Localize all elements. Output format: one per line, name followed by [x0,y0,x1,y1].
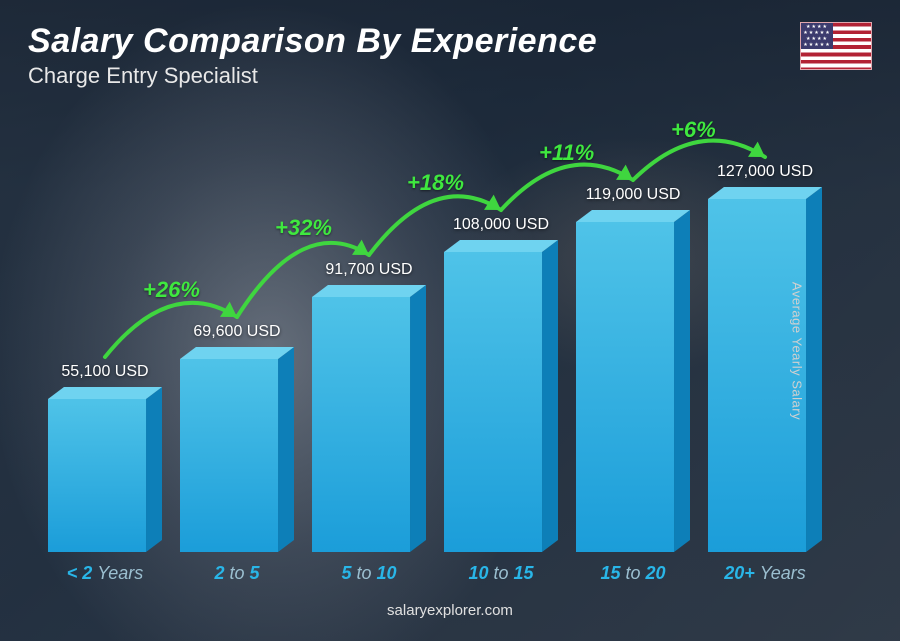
footer-credit: salaryexplorer.com [28,602,872,623]
bar [576,210,690,552]
main-container: Salary Comparison By Experience Charge E… [0,0,900,641]
bar-value-label: 69,600 USD [193,323,280,341]
bar-value-label: 55,100 USD [61,363,148,381]
bar-column: 91,700 USD [312,261,426,552]
bar-column: 69,600 USD [180,323,294,552]
increase-label: +6% [671,117,716,143]
bar [444,240,558,552]
bar [312,285,426,552]
us-flag-icon [800,22,872,70]
bar-column: 119,000 USD [576,186,690,552]
increase-label: +26% [143,277,200,303]
bar-column: 108,000 USD [444,216,558,552]
increase-label: +32% [275,215,332,241]
chart-title: Salary Comparison By Experience [28,22,597,61]
header: Salary Comparison By Experience Charge E… [28,22,872,89]
bar-value-label: 91,700 USD [325,261,412,279]
bar [180,347,294,552]
x-axis-label: 20+ Years [708,563,822,584]
bar [48,387,162,552]
increase-label: +11% [539,140,594,166]
x-axis-label: 5 to 10 [312,563,426,584]
bar-value-label: 108,000 USD [453,216,549,234]
x-axis-labels: < 2 Years 2 to 5 5 to 10 10 to 15 15 to 20 20… [28,563,842,584]
chart-area: 55,100 USD 69,600 USD 91,700 USD 108,000 US… [28,99,872,602]
x-axis-label: < 2 Years [48,563,162,584]
x-axis-label: 10 to 15 [444,563,558,584]
bar-column: 127,000 USD [708,163,822,552]
title-block: Salary Comparison By Experience Charge E… [28,22,597,89]
bars-container: 55,100 USD 69,600 USD 91,700 USD 108,000 US… [28,99,842,552]
chart-subtitle: Charge Entry Specialist [28,63,597,89]
bar [708,187,822,552]
bar-column: 55,100 USD [48,363,162,552]
y-axis-label: Average Yearly Salary [789,281,804,419]
increase-label: +18% [407,170,464,196]
x-axis-label: 2 to 5 [180,563,294,584]
x-axis-label: 15 to 20 [576,563,690,584]
bar-value-label: 119,000 USD [586,186,681,204]
bar-value-label: 127,000 USD [717,163,813,181]
